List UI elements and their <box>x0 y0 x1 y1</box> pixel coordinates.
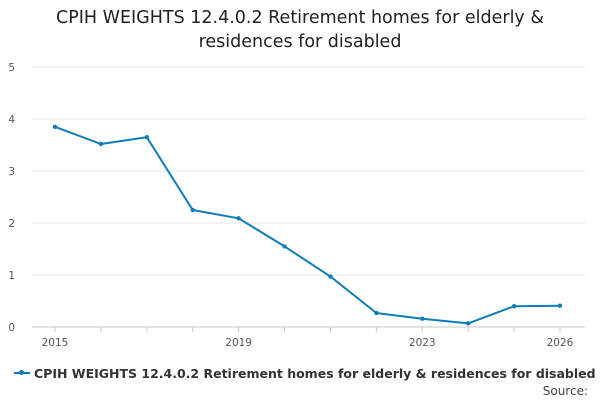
legend-label: CPIH WEIGHTS 12.4.0.2 Retirement homes f… <box>34 365 596 381</box>
data-point-2020 <box>282 244 287 249</box>
x-tick-label-2019: 2019 <box>225 337 252 349</box>
source-label: Source: <box>542 384 588 398</box>
y-tick-label-2: 2 <box>8 218 15 230</box>
data-point-2021 <box>328 274 333 279</box>
data-point-2019 <box>236 216 241 221</box>
gridlines <box>32 66 585 276</box>
legend[interactable]: CPIH WEIGHTS 12.4.0.2 Retirement homes f… <box>14 365 596 381</box>
legend-line-icon <box>14 370 30 375</box>
data-point-2015 <box>52 124 58 129</box>
y-tick-label-0: 0 <box>8 322 15 334</box>
chart-title: CPIH WEIGHTS 12.4.0.2 Retirement homes f… <box>0 6 600 54</box>
x-axis <box>32 326 585 332</box>
data-point-2026 <box>557 303 563 308</box>
y-tick-label-1: 1 <box>8 270 15 282</box>
x-tick-label-2026: 2026 <box>547 337 574 349</box>
y-tick-label-3: 3 <box>8 166 15 178</box>
series-line-0 <box>54 125 561 325</box>
data-point-2017 <box>144 135 150 140</box>
data-point-2023 <box>420 316 425 321</box>
chart-title-line-1: CPIH WEIGHTS 12.4.0.2 Retirement homes f… <box>56 8 544 28</box>
legend-dot-icon <box>19 370 24 375</box>
y-tick-label-4: 4 <box>8 114 15 126</box>
data-point-2022 <box>374 310 379 316</box>
data-point-2018 <box>190 207 195 213</box>
y-tick-label-5: 5 <box>8 62 15 74</box>
data-point-2024 <box>465 321 471 326</box>
x-tick-label-2023: 2023 <box>409 337 436 349</box>
data-point-2025 <box>511 304 517 309</box>
y-axis-tick-labels: 0 1 2 3 4 5 <box>8 62 15 334</box>
x-tick-label-2015: 2015 <box>42 337 69 349</box>
chart-title-line-2: residences for disabled <box>198 32 402 52</box>
series <box>52 124 563 326</box>
x-axis-tick-labels: 2015 2019 2023 2026 <box>42 337 574 349</box>
data-point-2016 <box>98 141 104 147</box>
